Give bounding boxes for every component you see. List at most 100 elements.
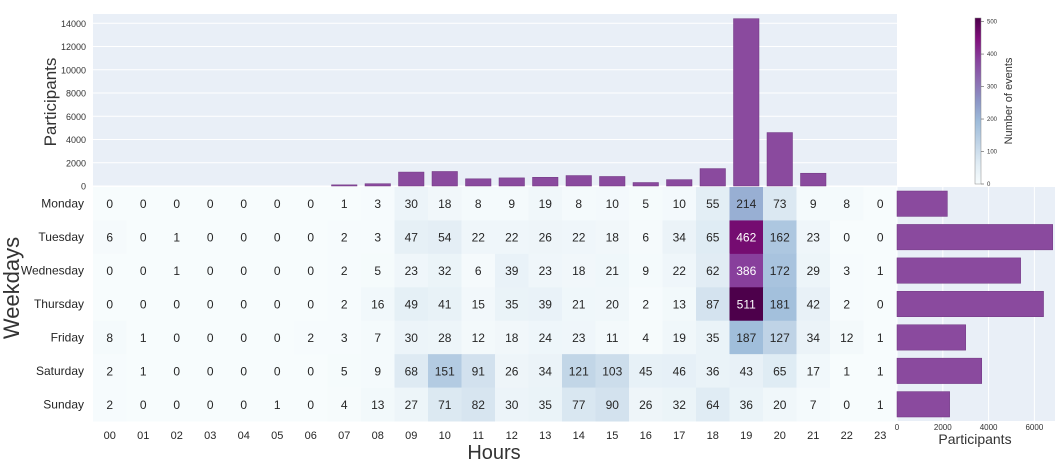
heatmap-cell-value: 0 — [173, 398, 180, 412]
heatmap-cell — [394, 320, 429, 355]
heatmap-cell — [763, 253, 797, 288]
heatmap-cell — [193, 354, 228, 389]
heatmap-x-axis-label: Hours — [467, 442, 520, 464]
heatmap-cell — [662, 354, 697, 389]
heatmap-cell-value: 4 — [341, 398, 348, 412]
heatmap-cell-value: 162 — [770, 231, 790, 245]
heatmap-cell-value: 8 — [475, 197, 482, 211]
heatmap-cell — [629, 320, 663, 355]
heatmap-cell-value: 1 — [140, 331, 147, 345]
heatmap-cell — [327, 287, 362, 322]
heatmap-cell-value: 65 — [773, 364, 787, 378]
heatmap-cell-value: 0 — [240, 298, 247, 312]
right-x-tick-label: 2000 — [934, 423, 952, 432]
heatmap-cell — [495, 387, 529, 422]
heatmap-cell-value: 103 — [602, 364, 622, 378]
heatmap-cell — [662, 320, 697, 355]
right-bars — [896, 190, 1053, 418]
heatmap-cell-value: 0 — [140, 298, 147, 312]
heatmap-cell — [595, 320, 630, 355]
heatmap-cell-value: 12 — [840, 331, 854, 345]
heatmap-cell-value: 0 — [274, 231, 281, 245]
heatmap-cell — [495, 253, 529, 288]
heatmap-row-label: Tuesday — [38, 230, 84, 244]
heatmap-cell — [796, 387, 831, 422]
top-bar — [599, 176, 626, 187]
heatmap-cell-value: 0 — [240, 197, 247, 211]
heatmap-cell-value: 1 — [877, 331, 884, 345]
heatmap-cell-value: 16 — [371, 298, 385, 312]
heatmap-cell — [629, 287, 663, 322]
heatmap-cell-value: 22 — [673, 264, 687, 278]
heatmap-column-label: 02 — [171, 430, 183, 442]
heatmap-cell-value: 127 — [770, 331, 790, 345]
heatmap-cell — [126, 287, 161, 322]
heatmap-cell — [160, 220, 194, 255]
heatmap-cell-value: 36 — [740, 398, 754, 412]
heatmap-cell — [361, 253, 395, 288]
heatmap-cell — [193, 387, 228, 422]
heatmap-cell — [260, 187, 295, 221]
heatmap-cell-value: 20 — [606, 298, 620, 312]
heatmap-cell-value: 0 — [240, 398, 247, 412]
heatmap-cell — [595, 187, 630, 221]
heatmap-cell — [796, 187, 831, 221]
top-bar — [331, 184, 358, 187]
heatmap-cell-value: 0 — [173, 331, 180, 345]
heatmap-cell-value: 82 — [472, 398, 486, 412]
heatmap-cell — [126, 354, 161, 389]
heatmap-cell — [327, 187, 362, 221]
heatmap-cell — [461, 253, 496, 288]
heatmap-cell — [193, 287, 228, 322]
heatmap-cell — [662, 187, 697, 221]
heatmap-cell — [93, 220, 127, 255]
heatmap-column-label: 11 — [473, 430, 484, 442]
heatmap-cell-value: 0 — [240, 364, 247, 378]
top-bar — [364, 183, 391, 187]
heatmap-cell-value: 181 — [770, 298, 790, 312]
heatmap-cell-value: 21 — [606, 264, 620, 278]
top-y-axis-label: Participants — [41, 58, 60, 147]
heatmap-cell — [729, 220, 764, 255]
heatmap-cell-value: 6 — [642, 231, 649, 245]
heatmap-cell-value: 6 — [475, 264, 482, 278]
heatmap-cell-value: 22 — [505, 231, 519, 245]
heatmap-cell-value: 511 — [737, 298, 756, 312]
heatmap-cell — [394, 287, 429, 322]
heatmap-cell-value: 23 — [539, 264, 553, 278]
heatmap-cell-value: 0 — [307, 197, 314, 211]
top-bar — [565, 175, 592, 187]
heatmap-column-label: 05 — [271, 430, 283, 442]
heatmap-cell-value: 5 — [341, 364, 348, 378]
heatmap-cell — [394, 187, 429, 221]
top-y-tick-label: 12000 — [61, 42, 86, 52]
heatmap-cell-value: 68 — [405, 364, 419, 378]
heatmap-cell-value: 151 — [435, 364, 455, 378]
heatmap-cell-value: 5 — [374, 264, 381, 278]
heatmap-cell — [729, 320, 764, 355]
heatmap-column-label: 12 — [506, 430, 518, 442]
heatmap-cell — [662, 253, 697, 288]
heatmap-cell — [294, 287, 328, 322]
heatmap-cell — [294, 387, 328, 422]
top-bar — [632, 182, 659, 187]
heatmap-cell-value: 71 — [438, 398, 452, 412]
heatmap-cell-value: 28 — [438, 331, 452, 345]
heatmap-row-label: Sunday — [43, 397, 84, 411]
heatmap-cell-value: 34 — [673, 231, 687, 245]
heatmap-cell — [696, 220, 730, 255]
heatmap-column-label: 03 — [204, 430, 216, 442]
heatmap-cell — [696, 287, 730, 322]
heatmap-cell-value: 1 — [173, 231, 180, 245]
heatmap-cell — [193, 187, 228, 221]
heatmap-cell-value: 0 — [274, 331, 281, 345]
heatmap-cell — [461, 220, 496, 255]
heatmap-cell-value: 35 — [706, 331, 720, 345]
top-bars — [331, 18, 827, 187]
heatmap-column-label: 17 — [673, 430, 685, 442]
heatmap-cell — [562, 354, 596, 389]
heatmap-cell-value: 20 — [773, 398, 787, 412]
heatmap-cell — [796, 354, 831, 389]
heatmap-cell — [294, 220, 328, 255]
heatmap-cell — [327, 354, 362, 389]
